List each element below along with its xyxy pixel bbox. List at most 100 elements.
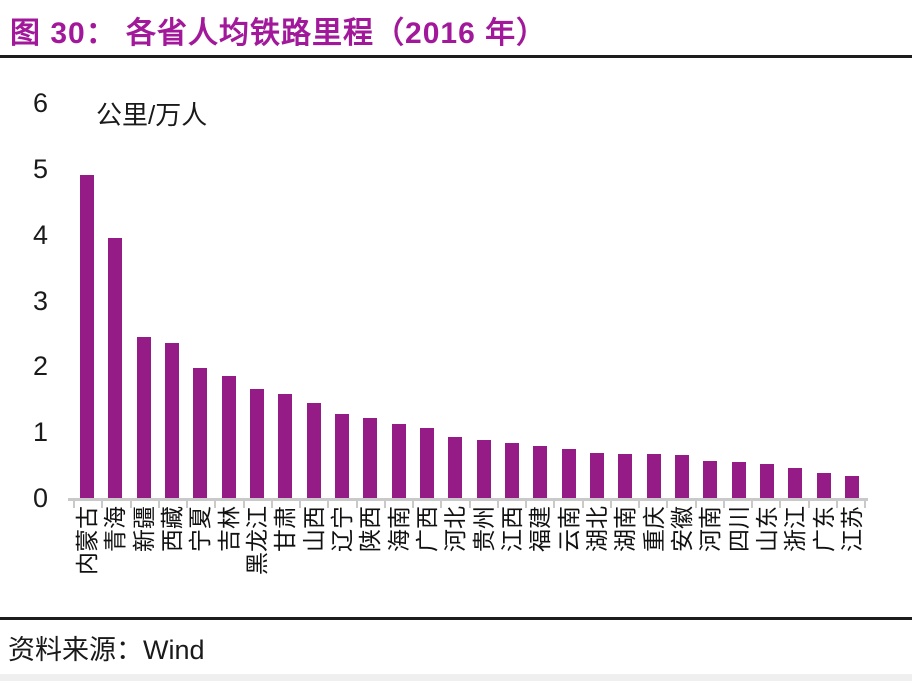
bar-slot [470,103,498,498]
bar-云南 [561,449,576,498]
bar-西藏 [165,343,180,498]
bar-slot [300,103,328,498]
x-axis-tick [129,501,132,508]
x-label-新疆: 新疆 [130,505,158,633]
x-label-text: 河南 [697,506,724,552]
x-label-四川: 四川 [725,505,753,633]
x-label-text: 重庆 [640,506,667,552]
x-label-text: 海南 [385,506,412,552]
bar-甘肃 [278,393,293,498]
x-axis-tick [242,501,245,508]
bar-slot [668,103,696,498]
x-axis-tick [327,501,330,508]
bar-内蒙古 [80,175,95,498]
y-tick-label-4: 4 [32,219,48,250]
x-label-text: 山西 [300,506,327,552]
x-label-重庆: 重庆 [640,505,668,633]
bar-青海 [108,237,123,498]
x-axis-tick [299,501,301,508]
x-axis-tick [722,501,725,508]
bar-slot [243,103,271,498]
bar-slot [753,103,781,498]
x-axis-ticks [73,501,866,508]
bar-河南 [703,461,718,498]
x-label-text: 云南 [555,506,582,552]
bar-宁夏 [193,368,208,498]
bar-安徽 [675,455,690,498]
x-label-text: 福建 [527,506,554,552]
x-label-text: 江西 [499,506,526,552]
x-label-text: 甘肃 [272,506,299,552]
bar-贵州 [476,440,491,498]
x-label-福建: 福建 [526,505,554,633]
bar-slot [328,103,356,498]
x-label-江苏: 江苏 [838,505,866,633]
y-tick-label-6: 6 [32,88,48,118]
x-axis-tick [101,501,104,508]
bar-福建 [533,446,548,498]
bar-湖北 [590,452,605,498]
bar-slot [838,103,866,498]
x-label-text: 黑龙江 [244,506,271,575]
bar-slot [498,103,526,498]
y-tick-label-3: 3 [32,285,48,316]
bar-slot [73,103,101,498]
x-axis-tick [609,501,612,508]
x-label-广东: 广东 [810,505,838,633]
x-label-陕西: 陕西 [356,505,384,633]
x-label-text: 宁夏 [187,506,214,552]
source-value: Wind [143,635,205,665]
x-label-内蒙古: 内蒙古 [73,505,101,633]
bar-辽宁 [335,413,350,498]
x-label-广西: 广西 [413,505,441,633]
bar-slot [130,103,158,498]
x-axis-tick [835,501,838,508]
x-label-黑龙江: 黑龙江 [243,505,271,633]
bar-广东 [816,472,831,498]
x-axis-tick [694,501,697,508]
bar-slot [696,103,724,498]
x-axis-tick [666,501,669,508]
x-axis-tick [468,501,471,508]
x-axis-tick [355,501,358,508]
x-axis-tick [214,501,217,508]
x-label-云南: 云南 [555,505,583,633]
bar-河北 [448,436,463,498]
x-label-河南: 河南 [696,505,724,633]
x-axis-tick [525,501,527,508]
bar-slot [810,103,838,498]
x-label-西藏: 西藏 [158,505,186,633]
x-label-text: 吉林 [215,506,242,552]
x-axis-tick [779,501,782,508]
plot-area [73,103,866,498]
x-label-text: 内蒙古 [74,506,101,575]
x-axis-tick [440,501,443,508]
bar-slot [215,103,243,498]
x-label-江西: 江西 [498,505,526,633]
y-tick-label-0: 0 [32,483,48,513]
x-axis-tick [270,501,273,508]
bar-四川 [731,462,746,498]
x-label-山西: 山西 [300,505,328,633]
bar-新疆 [136,336,151,498]
x-label-湖北: 湖北 [583,505,611,633]
bar-江苏 [845,476,860,498]
bar-浙江 [788,468,803,498]
x-axis-labels: 内蒙古 青海 新疆 西藏 宁夏 吉林 黑龙江 甘肃 山西 辽宁 陕西 海南 广西 河北 贵州 江西 福建 云南 湖北… [73,505,866,633]
x-axis-tick [751,501,753,508]
x-label-text: 山东 [754,506,781,552]
bar-slot [725,103,753,498]
x-label-text: 广东 [810,506,837,552]
bar-山西 [306,402,321,498]
bar-slot [640,103,668,498]
x-label-安徽: 安徽 [668,505,696,633]
x-label-text: 西藏 [159,506,186,552]
bar-湖南 [618,453,633,498]
x-label-text: 青海 [102,506,129,552]
x-label-text: 安徽 [669,506,696,552]
y-axis-unit-label: 公里/万人 [96,100,208,130]
bar-slot [583,103,611,498]
figure-title: 图 30： 各省人均铁路里程（2016 年） [10,17,548,50]
bar-江西 [505,442,520,498]
